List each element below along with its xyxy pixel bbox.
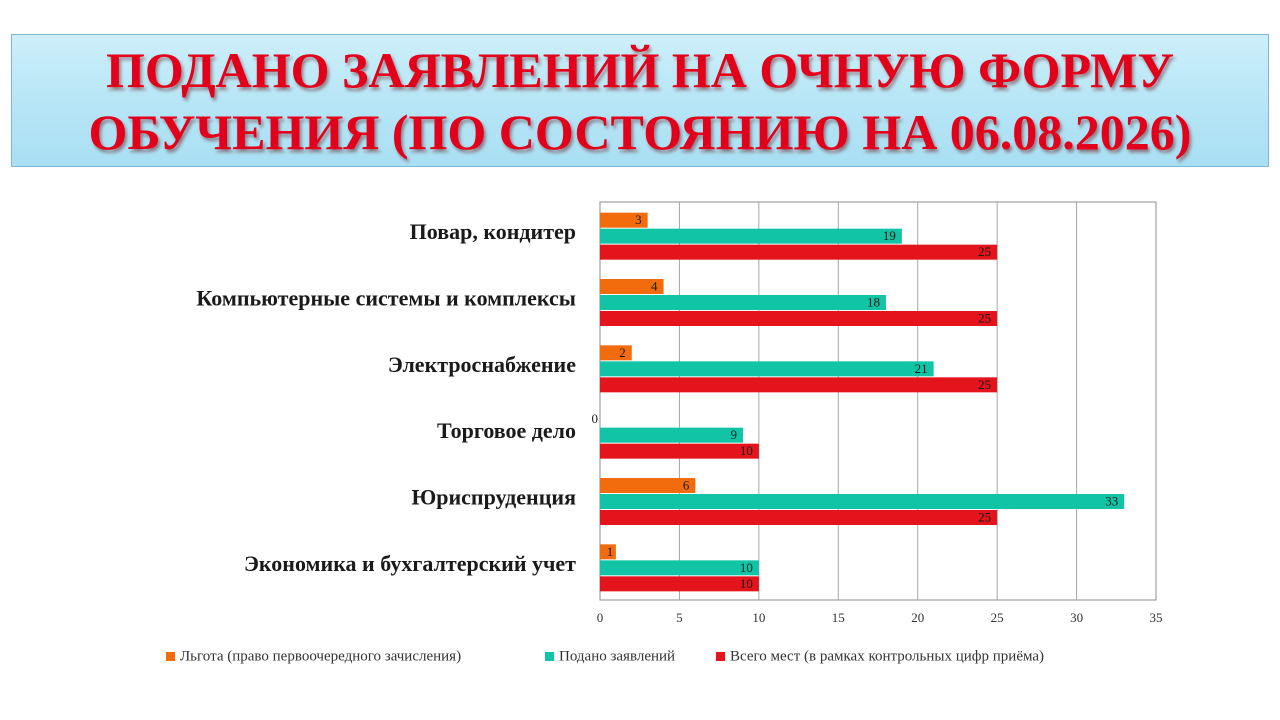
bar-1 (600, 279, 664, 294)
page-title-line-2: ОБУЧЕНИЯ (ПО СОСТОЯНИЮ НА 06.08.2026) (88, 103, 1192, 160)
data-label: 6 (683, 477, 690, 492)
bar-2 (600, 361, 934, 377)
title-banner: ПОДАНО ЗАЯВЛЕНИЙ НА ОЧНУЮ ФОРМУ ОБУЧЕНИЯ… (11, 34, 1269, 167)
data-label: 0 (592, 411, 599, 426)
bar-1 (600, 345, 632, 361)
bar-3 (600, 244, 998, 260)
legend-label: Всего мест (в рамках контрольных цифр пр… (730, 648, 1044, 664)
plot-area-border (599, 201, 1157, 601)
bar-1 (600, 478, 696, 493)
x-tick-label: 25 (991, 610, 1004, 625)
x-tick-label: 35 (1150, 610, 1163, 625)
x-tick-label: 20 (911, 610, 924, 625)
category-label: Юриспруденция (411, 485, 576, 510)
category-label: Повар, кондитер (410, 219, 576, 244)
category-label: Электроснабжение (388, 352, 576, 377)
bar-2 (600, 295, 886, 310)
legend-swatch (166, 652, 175, 661)
data-label: 18 (867, 294, 880, 309)
data-label: 25 (978, 509, 991, 524)
bar-2 (600, 560, 759, 576)
data-label: 25 (978, 310, 991, 325)
data-label: 25 (978, 244, 991, 259)
legend-swatch (545, 652, 554, 661)
bar-2 (600, 494, 1125, 509)
x-tick-label: 30 (1070, 610, 1083, 625)
data-label: 25 (978, 377, 991, 392)
bar-1 (600, 544, 616, 560)
data-label: 21 (915, 361, 928, 376)
category-label: Компьютерные системы и комплексы (196, 286, 576, 311)
bar-3 (600, 510, 998, 525)
category-label: Экономика и бухгалтерский учет (244, 551, 576, 576)
bar-3 (600, 311, 998, 326)
page-title-line-1: ПОДАНО ЗАЯВЛЕНИЙ НА ОЧНУЮ ФОРМУ (105, 41, 1175, 98)
x-tick-label: 5 (676, 610, 683, 625)
data-label: 1 (607, 544, 614, 559)
x-tick-label: 0 (597, 610, 604, 625)
data-label: 4 (651, 278, 658, 293)
x-tick-label: 10 (752, 610, 765, 625)
data-label: 33 (1105, 493, 1118, 508)
category-label: Торговое дело (437, 418, 576, 443)
data-label: 19 (883, 228, 896, 243)
bar-2 (600, 228, 902, 244)
data-label: 10 (740, 560, 753, 575)
data-label: 2 (619, 345, 626, 360)
data-label: 10 (740, 576, 753, 591)
legend-swatch (716, 652, 725, 661)
data-label: 3 (635, 212, 642, 227)
legend-label: Подано заявлений (559, 648, 675, 664)
bar-3 (600, 377, 998, 393)
data-label: 10 (740, 443, 753, 458)
bar-3 (600, 576, 759, 592)
bar-1 (600, 212, 648, 228)
x-tick-label: 15 (832, 610, 845, 625)
data-label: 9 (730, 427, 737, 442)
legend-label: Льгота (право первоочередного зачисления… (180, 648, 461, 664)
bar-3 (600, 443, 759, 459)
bar-2 (600, 427, 743, 443)
